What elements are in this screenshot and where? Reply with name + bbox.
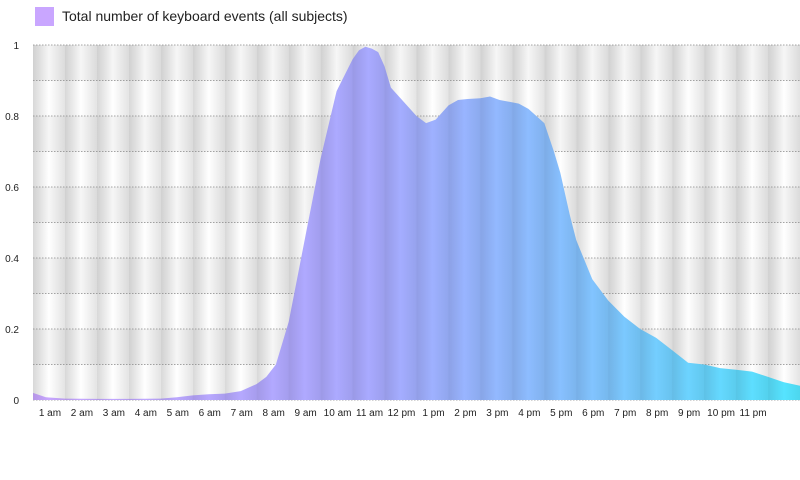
x-tick-label: 10 am — [324, 408, 352, 419]
x-tick-label: 1 pm — [422, 408, 444, 419]
y-axis-ticks: 0 0.2 0.4 0.6 0.8 1 — [5, 41, 19, 407]
y-tick-label: 0 — [13, 396, 19, 407]
x-tick-label: 3 am — [103, 408, 125, 419]
x-tick-label: 6 pm — [582, 408, 604, 419]
x-axis-ticks: 1 am 2 am 3 am 4 am 5 am 6 am 7 am 8 am 9 am 10 a… — [39, 408, 767, 419]
x-tick-label: 11 pm — [740, 408, 767, 419]
x-tick-label: 12 pm — [388, 408, 416, 419]
x-tick-label: 6 am — [199, 408, 221, 419]
x-tick-label: 9 am — [295, 408, 317, 419]
y-tick-label: 0.4 — [5, 254, 19, 265]
y-tick-label: 1 — [13, 41, 19, 52]
legend: Total number of keyboard events (all sub… — [35, 6, 348, 26]
area-column-shade — [480, 46, 513, 400]
x-tick-label: 10 pm — [707, 408, 735, 419]
x-tick-label: 5 pm — [550, 408, 572, 419]
x-tick-label: 11 am — [356, 408, 383, 419]
x-tick-label: 1 am — [39, 408, 61, 419]
x-tick-label: 2 am — [71, 408, 93, 419]
x-tick-label: 8 pm — [646, 408, 668, 419]
x-tick-label: 7 am — [231, 408, 253, 419]
y-tick-label: 0.2 — [5, 325, 19, 336]
x-tick-label: 8 am — [263, 408, 285, 419]
x-tick-label: 3 pm — [486, 408, 508, 419]
legend-swatch — [35, 6, 54, 26]
x-tick-label: 2 pm — [454, 408, 476, 419]
y-tick-label: 0.6 — [5, 183, 19, 194]
legend-label: Total number of keyboard events (all sub… — [62, 8, 348, 24]
x-tick-label: 7 pm — [614, 408, 636, 419]
x-tick-label: 4 am — [135, 408, 157, 419]
horizontal-band — [33, 45, 800, 81]
x-tick-label: 5 am — [167, 408, 189, 419]
area-column-shade — [448, 46, 481, 400]
area-column-shade — [352, 46, 385, 400]
x-tick-label: 4 pm — [518, 408, 540, 419]
y-tick-label: 0.8 — [5, 112, 19, 123]
x-tick-label: 9 pm — [678, 408, 700, 419]
